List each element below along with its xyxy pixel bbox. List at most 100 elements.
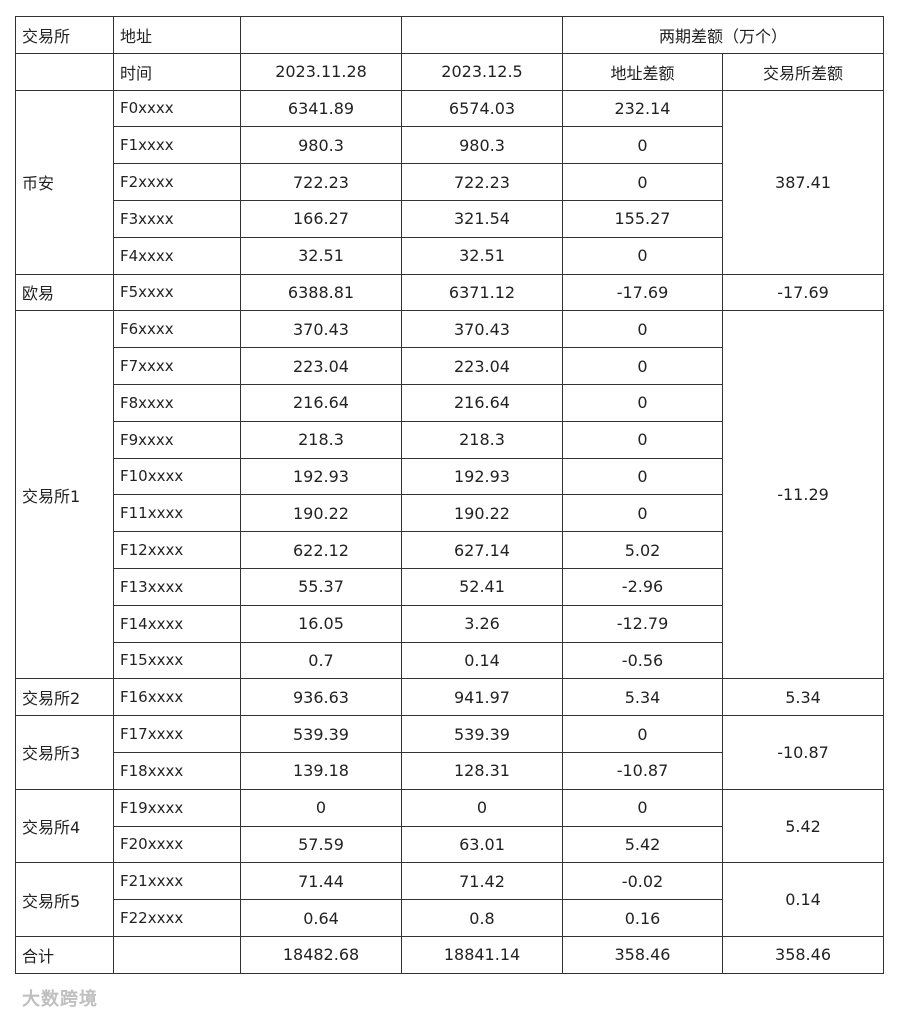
address-cell: F22xxxx: [113, 899, 241, 937]
table-row: F1xxxx 980.3 980.3 0: [16, 126, 884, 165]
value-date2: 192.93: [401, 457, 563, 496]
table-row: 交易所4 F19xxxx 0 0 0 5.42: [15, 788, 885, 864]
exchange-diff: -17.69: [721, 273, 885, 312]
exchange-diff: 5.42: [721, 788, 885, 864]
value-date1: 190.22: [240, 494, 402, 533]
address-diff: 0: [562, 347, 723, 385]
address-diff: 0: [562, 383, 723, 422]
value-date1: 980.3: [240, 126, 402, 165]
address-cell: F14xxxx: [113, 604, 241, 643]
value-date2: 0: [401, 788, 563, 827]
exchange-name: 交易所3: [15, 715, 114, 790]
exchange-diff: -10.87: [721, 715, 885, 790]
watermark: 大数跨境: [22, 989, 98, 1010]
header-date1: 2023.11.28: [240, 52, 402, 91]
address-cell: F2xxxx: [113, 163, 241, 201]
header-empty: [240, 16, 402, 54]
address-cell: F11xxxx: [113, 494, 241, 533]
address-diff: -17.69: [562, 273, 723, 312]
address-diff: -0.02: [562, 862, 723, 901]
table-row: 币安 F0xxxx 6341.89 6574.03 232.14 387.41: [15, 89, 885, 275]
address-diff: 0: [562, 420, 723, 459]
header-address: 地址: [113, 16, 241, 54]
header-empty: [401, 16, 563, 54]
address-cell: F15xxxx: [113, 641, 241, 680]
table-row: F4xxxx 32.51 32.51 0: [16, 236, 884, 275]
header-time: 时间: [113, 52, 241, 91]
total-row: 合计 18482.68 18841.14 358.46 358.46: [15, 935, 885, 974]
address-diff: -0.56: [562, 641, 723, 680]
exchange-name: 交易所4: [15, 788, 114, 864]
value-date2: 321.54: [401, 199, 563, 238]
value-date2: 223.04: [401, 347, 563, 385]
value-date2: 63.01: [401, 825, 563, 864]
address-cell: F5xxxx: [113, 273, 241, 312]
value-date1: 223.04: [240, 347, 402, 385]
header-date2: 2023.12.5: [401, 52, 563, 91]
exchange-name: 欧易: [15, 273, 114, 312]
table-row: F10xxxx 192.93 192.93 0: [16, 457, 884, 496]
value-date1: 6388.81: [240, 273, 402, 312]
address-cell: F21xxxx: [113, 862, 241, 901]
value-date2: 0.8: [401, 899, 563, 937]
table-row: 交易所1 F6xxxx 370.43 370.43 0 -11.29: [15, 310, 885, 680]
total-label: 合计: [15, 935, 114, 974]
address-cell: F1xxxx: [113, 126, 241, 165]
address-cell: F6xxxx: [113, 310, 241, 349]
value-date1: 166.27: [240, 199, 402, 238]
address-cell: F8xxxx: [113, 383, 241, 422]
table-row: F7xxxx 223.04 223.04 0: [16, 347, 884, 385]
value-date1: 622.12: [240, 531, 402, 569]
value-date2: 32.51: [401, 236, 563, 275]
total-empty: [113, 935, 241, 974]
table-row: 交易所2 F16xxxx 936.63 941.97 5.34 5.34: [15, 678, 885, 717]
address-diff: 0: [562, 310, 723, 349]
total-date2: 18841.14: [401, 935, 563, 974]
address-cell: F17xxxx: [113, 715, 241, 753]
value-date2: 71.42: [401, 862, 563, 901]
header-ex-diff: 交易所差额: [721, 52, 885, 91]
address-diff: -2.96: [562, 567, 723, 606]
address-cell: F7xxxx: [113, 347, 241, 385]
exchange-name: 交易所2: [15, 678, 114, 717]
table-row: F3xxxx 166.27 321.54 155.27: [16, 199, 884, 238]
value-date1: 216.64: [240, 383, 402, 422]
total-exchange-diff: 358.46: [721, 935, 885, 974]
address-diff: 0: [562, 236, 723, 275]
value-date2: 218.3: [401, 420, 563, 459]
value-date1: 32.51: [240, 236, 402, 275]
value-date1: 370.43: [240, 310, 402, 349]
value-date1: 0: [240, 788, 402, 827]
value-date2: 370.43: [401, 310, 563, 349]
exchange-diff: 5.34: [721, 678, 885, 717]
exchange-diff: 387.41: [721, 89, 885, 275]
address-cell: F12xxxx: [113, 531, 241, 569]
address-diff: 155.27: [562, 199, 723, 238]
address-diff: 0: [562, 457, 723, 496]
address-diff: 0.16: [562, 899, 723, 937]
header-row-2: 时间 2023.11.28 2023.12.5 地址差额 交易所差额: [15, 52, 885, 91]
address-cell: F9xxxx: [113, 420, 241, 459]
value-date2: 190.22: [401, 494, 563, 533]
header-diff-group: 两期差额（万个）: [561, 16, 885, 54]
value-date1: 0.64: [240, 899, 402, 937]
value-date2: 941.97: [401, 678, 563, 717]
value-date1: 139.18: [240, 751, 402, 790]
value-date1: 218.3: [240, 420, 402, 459]
exchange-holdings-table: 交易所 地址 两期差额（万个） 时间 2023.11.28 2023.12.5 …: [15, 16, 885, 974]
table-row: F11xxxx 190.22 190.22 0: [16, 494, 884, 533]
total-address-diff: 358.46: [562, 935, 723, 974]
header-addr-diff: 地址差额: [562, 52, 723, 91]
address-cell: F4xxxx: [113, 236, 241, 275]
table-row: 交易所3 F17xxxx 539.39 539.39 0 -10.87: [15, 715, 885, 790]
value-date2: 722.23: [401, 163, 563, 201]
exchange-name: 交易所1: [15, 310, 114, 680]
exchange-name: 交易所5: [15, 862, 114, 937]
value-date1: 16.05: [240, 604, 402, 643]
value-date2: 0.14: [401, 641, 563, 680]
table-row: F18xxxx 139.18 128.31 -10.87: [16, 751, 884, 790]
table-row: F14xxxx 16.05 3.26 -12.79: [16, 604, 884, 643]
table-row: 欧易 F5xxxx 6388.81 6371.12 -17.69 -17.69: [15, 273, 885, 312]
address-diff: 5.02: [562, 531, 723, 569]
value-date1: 55.37: [240, 567, 402, 606]
